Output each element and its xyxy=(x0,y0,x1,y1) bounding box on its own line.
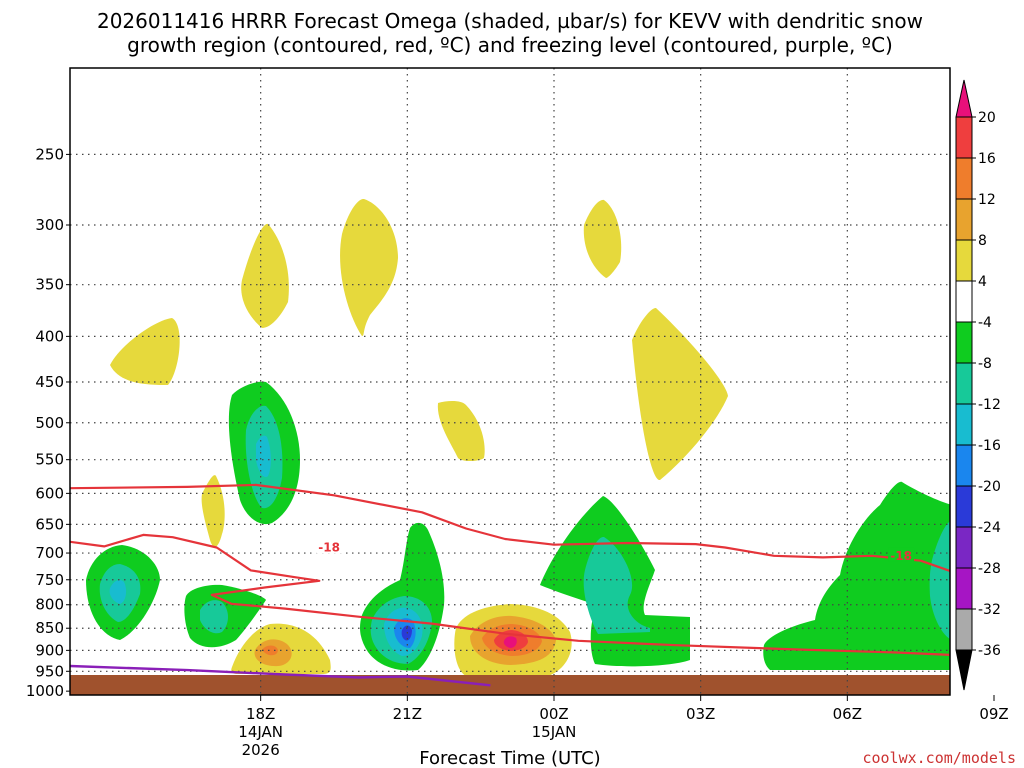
y-tick-label: 1000 xyxy=(26,682,64,700)
colorbar-segment xyxy=(955,362,973,405)
colorbar-segment xyxy=(955,116,973,159)
colorbar-segment xyxy=(955,485,973,528)
colorbar-label: -4 xyxy=(978,315,992,331)
y-tick-label: 250 xyxy=(35,145,64,163)
freezing-level-contour xyxy=(70,664,491,687)
colorbar-segment xyxy=(955,280,973,323)
pressure-axis: 250 300 350 400 450 500 550 600 650 700 750 800 850 9… xyxy=(26,145,70,700)
colorbar-label: -36 xyxy=(978,643,1001,659)
colorbar-segment xyxy=(955,321,973,364)
y-tick-label: 750 xyxy=(35,571,64,589)
colorbar-min-triangle xyxy=(955,649,973,691)
omega-blob xyxy=(109,580,127,604)
y-tick-label: 800 xyxy=(35,596,64,614)
pressure-gridlines xyxy=(70,68,950,695)
contour-label-background xyxy=(888,547,915,562)
omega-shading xyxy=(86,198,950,676)
dgz-upper-contour xyxy=(70,483,950,573)
y-tick-label: 300 xyxy=(35,216,64,234)
temperature-contours: -18 -18 xyxy=(70,483,950,687)
colorbar-segment xyxy=(955,403,973,446)
x-tick-date: 14JAN xyxy=(238,723,283,741)
y-tick-label: 900 xyxy=(35,641,64,659)
omega-blob xyxy=(763,481,950,670)
colorbar-label: 12 xyxy=(978,192,996,208)
omega-blob xyxy=(201,475,225,547)
colorbar-label: -16 xyxy=(978,438,1001,454)
colorbar-label: 16 xyxy=(978,151,996,167)
y-tick-label: 950 xyxy=(35,662,64,680)
omega-blob xyxy=(929,521,950,639)
colorbar-segment xyxy=(955,526,973,569)
y-tick-label: 400 xyxy=(35,327,64,345)
y-tick-label: 500 xyxy=(35,414,64,432)
colorbar-segment xyxy=(955,157,973,200)
credit-link[interactable]: coolwx.com/models xyxy=(862,749,1016,767)
chart-title-line2: growth region (contoured, red, ºC) and f… xyxy=(127,33,893,57)
omega-colorbar: 20 16 12 8 4 -4 -8 -12 -16 -20 -24 -28 -32 -36 xyxy=(955,79,1001,691)
colorbar-label: -24 xyxy=(978,520,1001,536)
colorbar-label: -12 xyxy=(978,397,1001,413)
x-tick-label: 09Z xyxy=(979,705,1008,723)
x-tick-label: 00Z xyxy=(539,705,568,723)
y-tick-label: 650 xyxy=(35,515,64,533)
y-tick-label: 450 xyxy=(35,373,64,391)
colorbar-label: -28 xyxy=(978,561,1001,577)
colorbar-segment xyxy=(955,239,973,282)
omega-blob xyxy=(583,199,622,278)
plot-area: -18 -18 xyxy=(70,68,950,695)
x-tick-label: 03Z xyxy=(686,705,715,723)
x-tick-label: 06Z xyxy=(833,705,862,723)
omega-blob xyxy=(503,636,517,648)
chart-title-line1: 2026011416 HRRR Forecast Omega (shaded, … xyxy=(97,9,923,33)
omega-blob xyxy=(437,400,485,461)
colorbar-label: 8 xyxy=(978,233,987,249)
colorbar-label: 20 xyxy=(978,110,996,126)
y-tick-label: 350 xyxy=(35,276,64,294)
ground-terrain xyxy=(70,675,950,695)
contour-label-background xyxy=(316,539,343,554)
ground-surface xyxy=(70,675,950,695)
dgz-lower-contour xyxy=(70,533,950,656)
contour-label: -18 xyxy=(890,549,912,563)
colorbar-label: -32 xyxy=(978,602,1001,618)
contour-label: -18 xyxy=(318,540,340,554)
y-tick-label: 850 xyxy=(35,619,64,637)
omega-blob xyxy=(340,198,398,336)
x-tick-year: 2026 xyxy=(242,741,280,759)
colorbar-segment xyxy=(955,444,973,487)
colorbar-segment xyxy=(955,567,973,610)
omega-blob xyxy=(632,307,728,481)
y-tick-label: 600 xyxy=(35,484,64,502)
y-tick-label: 700 xyxy=(35,544,64,562)
x-tick-date: 15JAN xyxy=(532,723,577,741)
omega-blob xyxy=(583,536,650,634)
omega-blob xyxy=(241,223,289,328)
colorbar-label: -20 xyxy=(978,479,1001,495)
colorbar-max-triangle xyxy=(955,79,973,118)
x-tick-label: 18Z xyxy=(246,705,275,723)
colorbar-label: -8 xyxy=(978,356,992,372)
x-tick-label: 21Z xyxy=(393,705,422,723)
y-tick-label: 550 xyxy=(35,451,64,469)
colorbar-label: 4 xyxy=(978,274,987,290)
colorbar-segment xyxy=(955,608,973,651)
x-axis-label: Forecast Time (UTC) xyxy=(419,748,600,768)
omega-blob xyxy=(110,318,180,385)
colorbar-segment xyxy=(955,198,973,241)
omega-blob xyxy=(200,600,228,634)
omega-blob xyxy=(256,435,271,478)
omega-blob xyxy=(262,645,278,656)
